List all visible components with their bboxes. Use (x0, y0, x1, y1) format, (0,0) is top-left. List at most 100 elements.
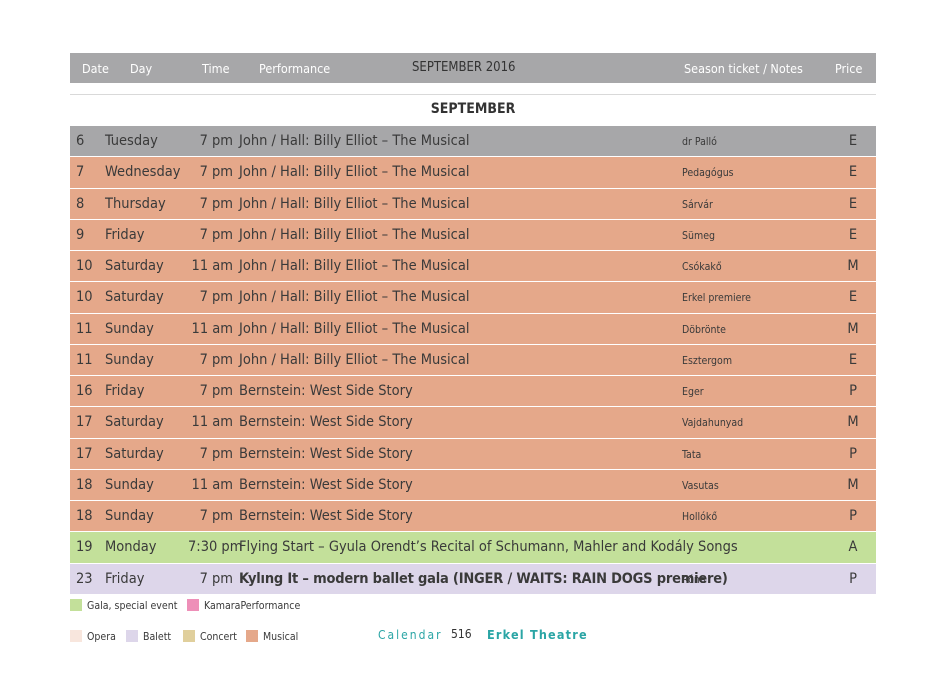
row-notes: Hollókő (682, 511, 718, 523)
row-price: M (847, 414, 859, 431)
row-performance: John / Hall: Billy Elliot – The Musical (239, 133, 470, 149)
row-performance: John / Hall: Billy Elliot – The Musical (239, 320, 470, 337)
row-notes: Tata (682, 448, 702, 461)
header-date: Date (82, 61, 109, 76)
row-performance: Bernstein: West Side Story (239, 445, 413, 462)
row-time: 11 am (191, 258, 233, 274)
row-notes: Vasutas (682, 479, 719, 492)
row-price: P (849, 445, 857, 462)
row-notes: Csókakő (682, 261, 722, 273)
row-date: 8 (76, 195, 85, 212)
row-date: 23 (76, 570, 93, 587)
table-row: 17 Saturday 11 am Bernstein: West Side Stor… (70, 407, 876, 439)
row-date: 17 (76, 414, 93, 431)
row-time: 7 pm (199, 226, 233, 243)
legend-opera: Opera (70, 630, 116, 643)
row-date: 6 (76, 133, 85, 149)
row-price: E (848, 351, 858, 368)
table-row: 19 Monday 7:30 pm Flying Start – Gyula Oren… (70, 532, 876, 564)
table-row: 18 Sunday 7 pm Bernstein: West Side Story Ho… (70, 501, 876, 533)
row-price: P (849, 570, 857, 587)
row-notes: Pedagógus (682, 167, 734, 180)
row-date: 10 (76, 258, 93, 274)
row-day: Friday (105, 226, 145, 243)
row-day: Saturday (105, 289, 164, 306)
legend-balett: Balett (126, 630, 171, 643)
row-date: 10 (76, 289, 93, 306)
legend-gala-label: Gala, special event (87, 600, 178, 612)
row-day: Saturday (105, 414, 164, 431)
row-time: 7 pm (199, 445, 233, 462)
row-price: P (849, 508, 857, 524)
row-notes: Eger (682, 386, 704, 398)
row-price: P (849, 383, 857, 399)
row-day: Monday (105, 539, 157, 556)
row-day: Tuesday (105, 133, 158, 149)
row-day: Thursday (105, 195, 166, 212)
page-number: 516 (451, 627, 472, 641)
row-notes: Sümeg (682, 229, 716, 242)
row-time: 11 am (191, 476, 233, 493)
row-notes: dr Palló (682, 136, 717, 148)
row-day: Sunday (105, 351, 154, 368)
table-row: 7 Wednesday 7 pm John / Hall: Billy Elliot … (70, 157, 876, 189)
header-price: Price (835, 61, 863, 76)
row-notes: Vajdahunyad (682, 417, 744, 430)
row-price: M (847, 476, 859, 493)
footer-theatre: Erkel Theatre (487, 627, 588, 642)
row-performance: Bernstein: West Side Story (239, 383, 413, 399)
row-date: 18 (76, 476, 93, 493)
row-performance: John / Hall: Billy Elliot – The Musical (239, 195, 470, 212)
table-row: 23 Friday 7 pm Kylıng It – modern ballet ga… (70, 563, 876, 595)
row-day: Sunday (105, 508, 154, 524)
row-performance: Flying Start – Gyula Orendt’s Recital of… (239, 539, 738, 556)
row-date: 17 (76, 445, 93, 462)
row-performance: John / Hall: Billy Elliot – The Musical (239, 289, 470, 306)
row-performance: Kylıng It – modern ballet gala (INGER / … (239, 570, 728, 587)
row-performance: Bernstein: West Side Story (239, 508, 413, 524)
table-row: 16 Friday 7 pm Bernstein: West Side Story Eg… (70, 376, 876, 408)
opera-swatch (70, 630, 82, 642)
row-date: 11 (76, 320, 93, 337)
row-time: 11 am (191, 414, 233, 431)
month-title: SEPTEMBER (430, 101, 516, 117)
table-row: 18 Sunday 11 am Bernstein: West Side Story V… (70, 469, 876, 501)
divider (70, 94, 876, 95)
header-performance: Performance (259, 61, 331, 76)
row-price: E (848, 164, 858, 181)
row-time: 7 pm (199, 195, 233, 212)
legend-concert-label: Concert (200, 631, 237, 643)
header-month-year: SEPTEMBER 2016 (412, 60, 516, 75)
row-notes: Esztergom (682, 354, 733, 367)
legend-kamara-label: KamaraPerformance (204, 600, 301, 612)
legend-musical: Musical (246, 630, 298, 643)
row-price: A (848, 539, 858, 556)
musical-swatch (246, 630, 258, 642)
row-day: Sunday (105, 476, 154, 493)
gala-swatch (70, 599, 82, 611)
row-day: Friday (105, 570, 145, 587)
header-notes: Season ticket / Notes (684, 61, 803, 76)
row-time: 11 am (191, 320, 233, 337)
table-row: 6 Tuesday 7 pm John / Hall: Billy Elliot – … (70, 126, 876, 158)
row-performance: John / Hall: Billy Elliot – The Musical (239, 164, 470, 181)
table-row: 11 Sunday 11 am John / Hall: Billy Elliot –… (70, 313, 876, 345)
header-time: Time (202, 61, 230, 76)
row-day: Saturday (105, 258, 164, 274)
row-time: 7 pm (199, 508, 233, 524)
row-notes: Róna (682, 573, 706, 586)
performance-table: 6 Tuesday 7 pm John / Hall: Billy Elliot – … (70, 126, 876, 595)
balett-swatch (126, 630, 138, 642)
table-row: 9 Friday 7 pm John / Hall: Billy Elliot – T… (70, 219, 876, 251)
header-day: Day (130, 61, 153, 76)
footer-calendar: Calendar (378, 628, 443, 642)
row-date: 18 (76, 508, 93, 524)
row-date: 11 (76, 351, 93, 368)
row-price: E (848, 133, 858, 149)
row-price: E (848, 195, 858, 212)
row-time: 7 pm (199, 164, 233, 181)
row-date: 7 (76, 164, 85, 181)
row-time: 7 pm (199, 383, 233, 399)
row-day: Sunday (105, 320, 154, 337)
row-performance: Bernstein: West Side Story (239, 414, 413, 431)
